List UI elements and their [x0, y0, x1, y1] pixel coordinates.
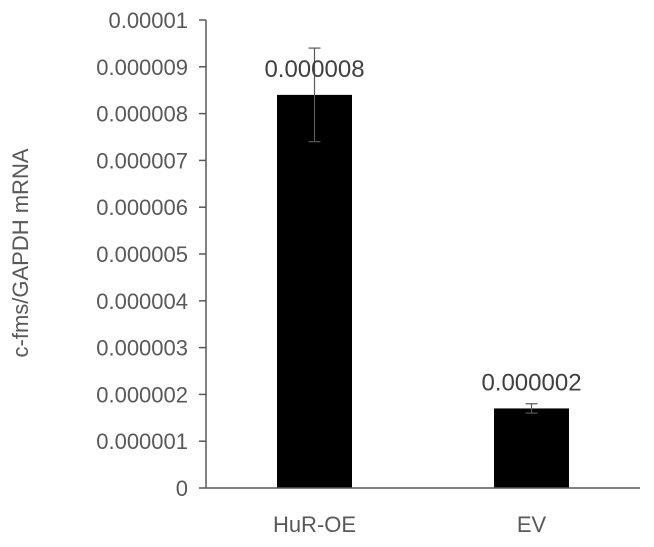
y-axis-ticks: 0 0.000001 0.000002 0.000003 0.000004 0.00000… [96, 8, 206, 501]
y-tick-label: 0.000004 [96, 289, 188, 314]
y-tick-label: 0.000001 [96, 429, 188, 454]
data-label: 0.000008 [264, 56, 364, 83]
category-label: EV [517, 512, 547, 537]
data-label: 0.000002 [481, 369, 581, 396]
y-tick-label: 0.000008 [96, 102, 188, 127]
y-tick-label: 0.000003 [96, 336, 188, 361]
category-label: HuR-OE [273, 512, 356, 537]
bars [277, 94, 569, 488]
y-tick-label: 0 [176, 476, 188, 501]
y-tick-label: 0.000005 [96, 242, 188, 267]
bar-ev [494, 408, 569, 488]
y-tick-label: 0.00001 [108, 8, 188, 33]
data-labels: 0.000008 0.000002 [264, 56, 581, 397]
category-labels: HuR-OE EV [273, 512, 547, 537]
y-tick-label: 0.000002 [96, 382, 188, 407]
bar-hur-oe [277, 94, 352, 488]
y-tick-label: 0.000009 [96, 55, 188, 80]
y-tick-label: 0.000007 [96, 148, 188, 173]
error-bars [308, 47, 538, 414]
y-tick-label: 0.000006 [96, 195, 188, 220]
y-axis-title: c-fms/GAPDH mRNA [8, 148, 33, 357]
